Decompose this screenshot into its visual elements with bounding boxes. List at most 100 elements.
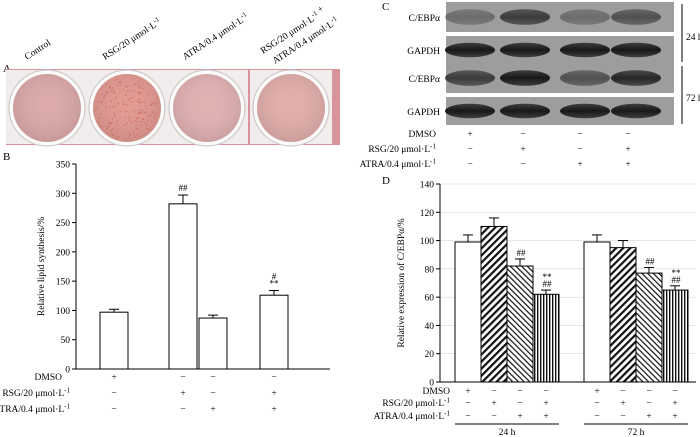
treatment-sign: + [271, 389, 276, 399]
well-speckle [115, 137, 117, 139]
y-tick-label: 120 [420, 209, 435, 219]
y-tick-label: 0 [65, 366, 70, 376]
blot-row-label: C/EBPα [409, 14, 440, 24]
well-speckle [103, 97, 105, 99]
well-speckle [111, 130, 113, 132]
well-speckle [146, 120, 148, 122]
significance-mark: ## [179, 183, 189, 193]
blot-band [500, 104, 550, 119]
well-speckle [112, 134, 114, 136]
treatment-sign: − [180, 405, 185, 415]
well-speckle [141, 110, 143, 112]
well-speckle [145, 111, 147, 113]
blot-band [560, 9, 610, 25]
treatment-sign: − [465, 412, 470, 422]
well-speckle [131, 90, 133, 92]
bar-24h-2 [481, 226, 507, 382]
well-shading [173, 74, 241, 142]
well-speckle [138, 117, 140, 119]
well-speckle [96, 106, 98, 108]
treatment-row-label: RSG/20 μmol·L-1 [382, 397, 450, 410]
well-speckle [115, 105, 117, 107]
well-speckle [109, 107, 111, 109]
blot-treatment-sign: − [625, 130, 630, 140]
bar-72h-4 [662, 290, 688, 382]
well-speckle [101, 93, 103, 95]
well-speckle [152, 111, 154, 113]
well-speckle [157, 103, 159, 105]
well-speckle [134, 83, 136, 85]
well-speckle [139, 93, 141, 95]
bar-3 [199, 318, 227, 369]
blot-band [500, 43, 550, 58]
bar-24h-1 [455, 242, 481, 382]
well-speckle [146, 108, 148, 110]
well-speckle [131, 121, 133, 123]
blot-treatment-sign: + [467, 130, 472, 140]
well-speckle [140, 121, 142, 123]
blot-band [500, 9, 550, 25]
blot-band [560, 70, 610, 86]
bar-72h-2 [610, 248, 636, 382]
treatment-sign: − [491, 412, 496, 422]
bar-24h-3 [507, 266, 533, 382]
panel-b-letter: B [3, 151, 10, 163]
blot-band [611, 9, 661, 25]
well-speckle [145, 124, 147, 126]
well-speckle [137, 119, 139, 121]
y-tick-label: 140 [420, 181, 435, 191]
treatment-sign: + [594, 387, 599, 397]
well-speckle [128, 99, 130, 101]
y-axis-title: Relative lipid synthesis/% [37, 217, 47, 316]
treatment-sign: − [465, 399, 470, 409]
significance-mark: ## [672, 275, 682, 285]
blot-band [611, 43, 661, 58]
well-speckle [113, 92, 115, 94]
treatment-sign: − [210, 373, 215, 383]
panel-c-letter: C [382, 1, 389, 13]
treatment-sign: − [517, 387, 522, 397]
well-speckle [116, 79, 118, 81]
treatment-row-label: DMSO [35, 373, 63, 383]
significance-mark: ## [517, 248, 527, 258]
treatment-row-label: RSG/20 μmol·L-1 [2, 387, 70, 400]
well-speckle [126, 122, 128, 124]
y-tick-label: 250 [56, 219, 71, 229]
well-speckle [147, 93, 149, 95]
well-speckle [110, 100, 112, 102]
treatment-sign: − [646, 387, 651, 397]
group-label-72h: 72 h [686, 94, 700, 104]
well-speckle [125, 94, 127, 96]
panel-b: B 050100150200250300350Relative lipid sy… [0, 151, 330, 415]
treatment-sign: − [646, 399, 651, 409]
bar-1 [100, 312, 128, 369]
well-speckle [99, 117, 101, 119]
panel-d: D 020406080100120140Relative expression … [374, 175, 696, 437]
y-tick-label: 200 [56, 248, 71, 258]
well-speckle [122, 101, 124, 103]
well-speckle [129, 135, 131, 137]
bar-2 [169, 204, 197, 369]
blot-band [611, 104, 661, 119]
treatment-sign: − [620, 387, 625, 397]
y-axis-title: Relative expression of C/EBPα/% [396, 218, 407, 347]
well-speckle [151, 114, 153, 116]
treatment-sign: − [594, 412, 599, 422]
well-speckle [133, 111, 135, 113]
well-speckle [124, 116, 126, 118]
well-speckle [135, 128, 137, 130]
treatment-sign: + [271, 405, 276, 415]
well-speckle [103, 95, 105, 97]
well-speckle [118, 136, 120, 138]
well-speckle [143, 121, 145, 123]
well-speckle [137, 81, 139, 83]
well-speckle [113, 113, 115, 115]
well-speckle [94, 109, 96, 111]
blot-treatment-sign: + [520, 145, 525, 155]
well-speckle [117, 129, 119, 131]
treatment-sign: − [620, 412, 625, 422]
significance-mark: ## [646, 256, 656, 266]
well-speckle [111, 128, 113, 130]
well-speckle [139, 102, 141, 104]
